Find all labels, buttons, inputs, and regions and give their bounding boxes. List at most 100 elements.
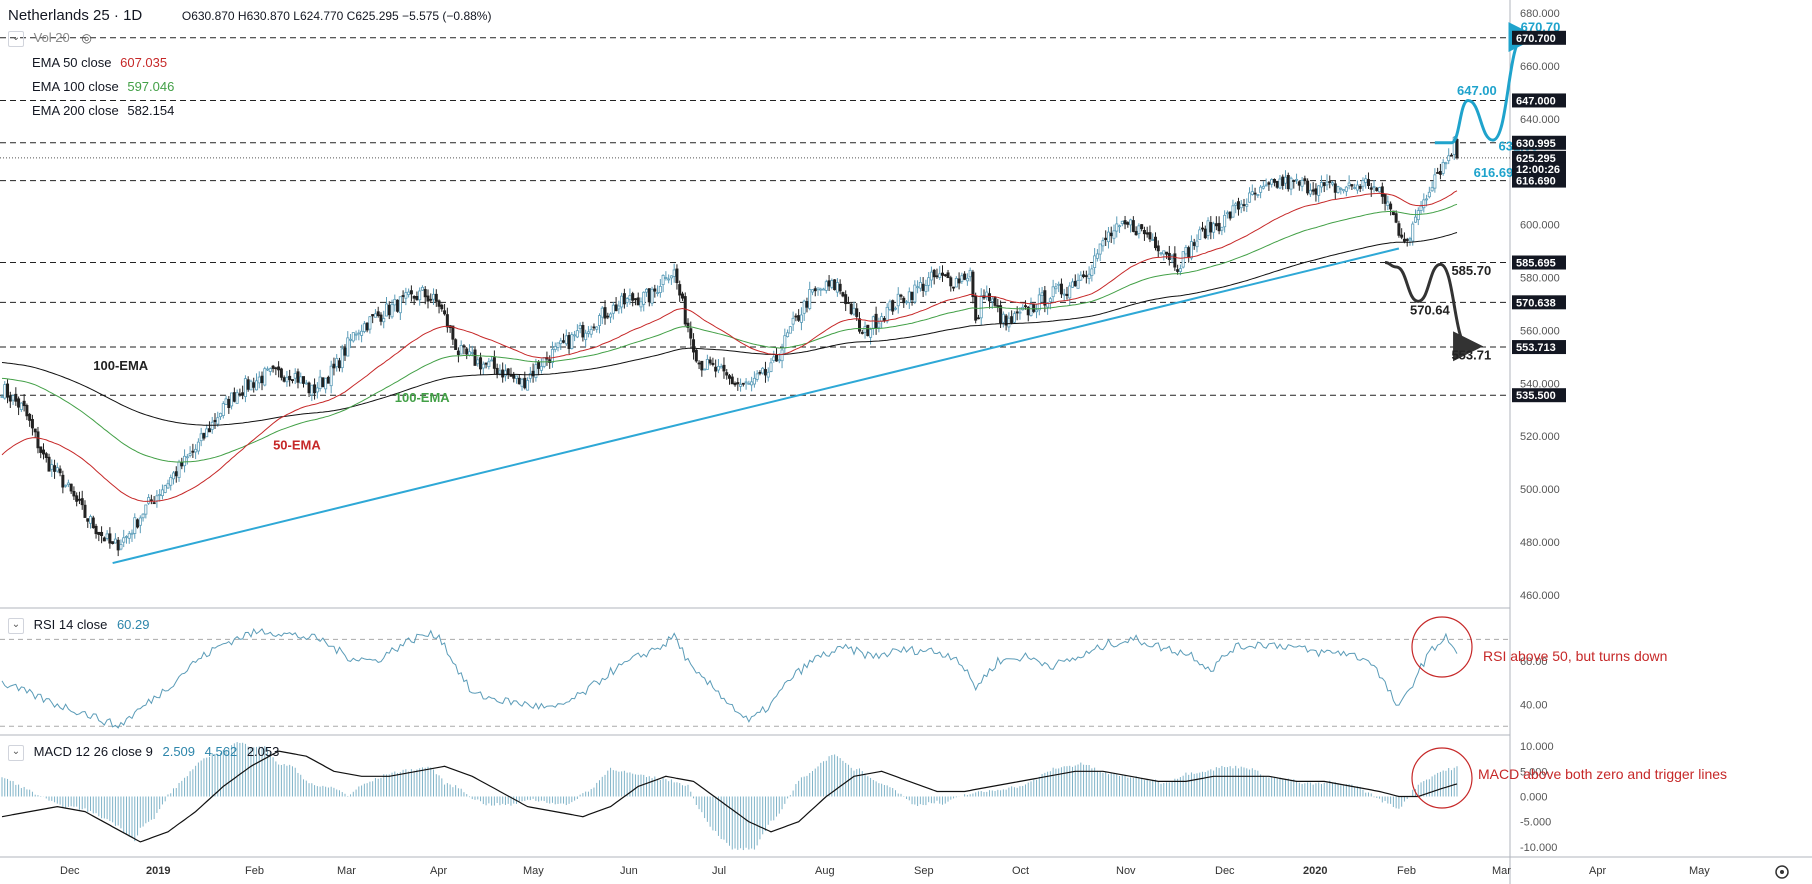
y-tick-label: 680.000 [1520, 8, 1560, 20]
y-tick-label: 480.000 [1520, 537, 1560, 549]
candle-body [1231, 205, 1235, 218]
candle-body [1106, 231, 1110, 243]
candle-body [304, 382, 308, 385]
y-tick-label: 540.000 [1520, 378, 1560, 390]
candle-body [467, 351, 471, 356]
candle-body [716, 365, 720, 371]
candle-body [830, 280, 834, 288]
rsi-legend[interactable]: ⌄ RSI 14 close 60.29 [8, 617, 150, 634]
candle-body [628, 295, 632, 300]
candle-body [1126, 222, 1130, 225]
candle-body [89, 516, 93, 524]
candle-body [1209, 222, 1213, 233]
volume-legend[interactable]: ⌄ Vol 20 ◎ [8, 30, 92, 47]
candle-body [1378, 187, 1382, 193]
rsi-label: RSI 14 close [33, 617, 108, 632]
x-tick-label: May [1689, 865, 1710, 877]
ema200-legend[interactable]: EMA 200 close 582.154 [32, 103, 174, 118]
macd-signal-line [1, 750, 1458, 843]
candle-body [396, 299, 400, 312]
candle-body [1350, 184, 1354, 187]
candle-body [368, 316, 372, 330]
candle-body [573, 334, 577, 337]
candle-body [741, 382, 745, 385]
collapse-toggle-icon[interactable]: ⌄ [8, 744, 24, 761]
candle-body [80, 498, 84, 506]
macd-legend[interactable]: ⌄ MACD 12 26 close 9 2.509 4.562 2.053 [8, 744, 279, 761]
candle-body [227, 398, 231, 408]
price-label: 553.713 [1516, 342, 1556, 354]
candle-body [683, 296, 687, 325]
candle-body [53, 465, 57, 472]
candle-body [249, 380, 253, 391]
candle-body [127, 533, 131, 539]
candle-body [1151, 239, 1155, 241]
candle-body [772, 356, 776, 361]
candle-body [1455, 139, 1459, 159]
candle-body [1306, 180, 1310, 194]
candle-body [586, 331, 590, 334]
candle-body [1259, 186, 1263, 193]
candle-body [1178, 268, 1182, 272]
candle-body [202, 432, 206, 439]
x-tick-label: 2019 [146, 865, 170, 877]
price-annotation: 100-EMA [395, 390, 451, 405]
candle-body [307, 382, 311, 394]
candle-body [329, 365, 333, 387]
y-tick-label: 600.000 [1520, 220, 1560, 232]
candle-body [354, 333, 358, 336]
collapse-toggle-icon[interactable]: ⌄ [8, 30, 24, 47]
eye-off-icon[interactable]: ◎ [81, 31, 92, 45]
candle-body [207, 428, 211, 433]
candle-body [1264, 184, 1268, 187]
candle-body [91, 517, 95, 529]
candle-body [1386, 201, 1390, 206]
candle-body [1336, 186, 1340, 193]
candle-body [957, 278, 961, 284]
candle-body [1101, 240, 1105, 247]
price-label: 535.500 [1516, 390, 1556, 402]
candle-body [1242, 204, 1246, 206]
candle-body [1201, 227, 1205, 230]
candle-body [1140, 224, 1144, 230]
collapse-toggle-icon[interactable]: ⌄ [8, 617, 24, 634]
candle-body [1272, 178, 1276, 183]
candle-body [384, 303, 388, 317]
candle-body [1236, 201, 1240, 210]
candle-body [517, 377, 521, 385]
candle-body [1181, 251, 1185, 268]
candle-body [138, 517, 142, 526]
x-tick-label: Jun [620, 865, 638, 877]
ema50-legend[interactable]: EMA 50 close 607.035 [32, 55, 167, 70]
candle-body [918, 281, 922, 289]
candle-body [678, 284, 682, 296]
candle-body [432, 293, 436, 300]
candle-body [905, 301, 909, 304]
candle-body [1267, 182, 1271, 185]
candle-body [1004, 315, 1008, 326]
candle-body [730, 376, 734, 385]
candle-body [1023, 305, 1027, 308]
candle-body [1007, 317, 1011, 328]
macd-tick-label: 5.000 [1520, 766, 1548, 778]
candle-body [1444, 162, 1448, 165]
ema100-legend[interactable]: EMA 100 close 597.046 [32, 79, 174, 94]
y-tick-label: 660.000 [1520, 61, 1560, 73]
candle-body [893, 307, 897, 310]
candle-body [526, 380, 530, 391]
candle-body [609, 313, 613, 318]
settings-gear-icon[interactable] [1775, 865, 1789, 879]
candle-body [166, 483, 170, 489]
candle-body [501, 369, 505, 378]
candle-body [69, 483, 73, 492]
candle-body [650, 288, 654, 304]
candle-body [1295, 178, 1299, 181]
candle-body [1289, 177, 1293, 190]
candle-body [473, 349, 477, 366]
price-label: 647.000 [1516, 95, 1556, 107]
candle-body [1145, 232, 1149, 235]
ema50-value: 607.035 [120, 55, 168, 70]
candle-body [1134, 230, 1138, 236]
candle-body [1319, 182, 1323, 188]
